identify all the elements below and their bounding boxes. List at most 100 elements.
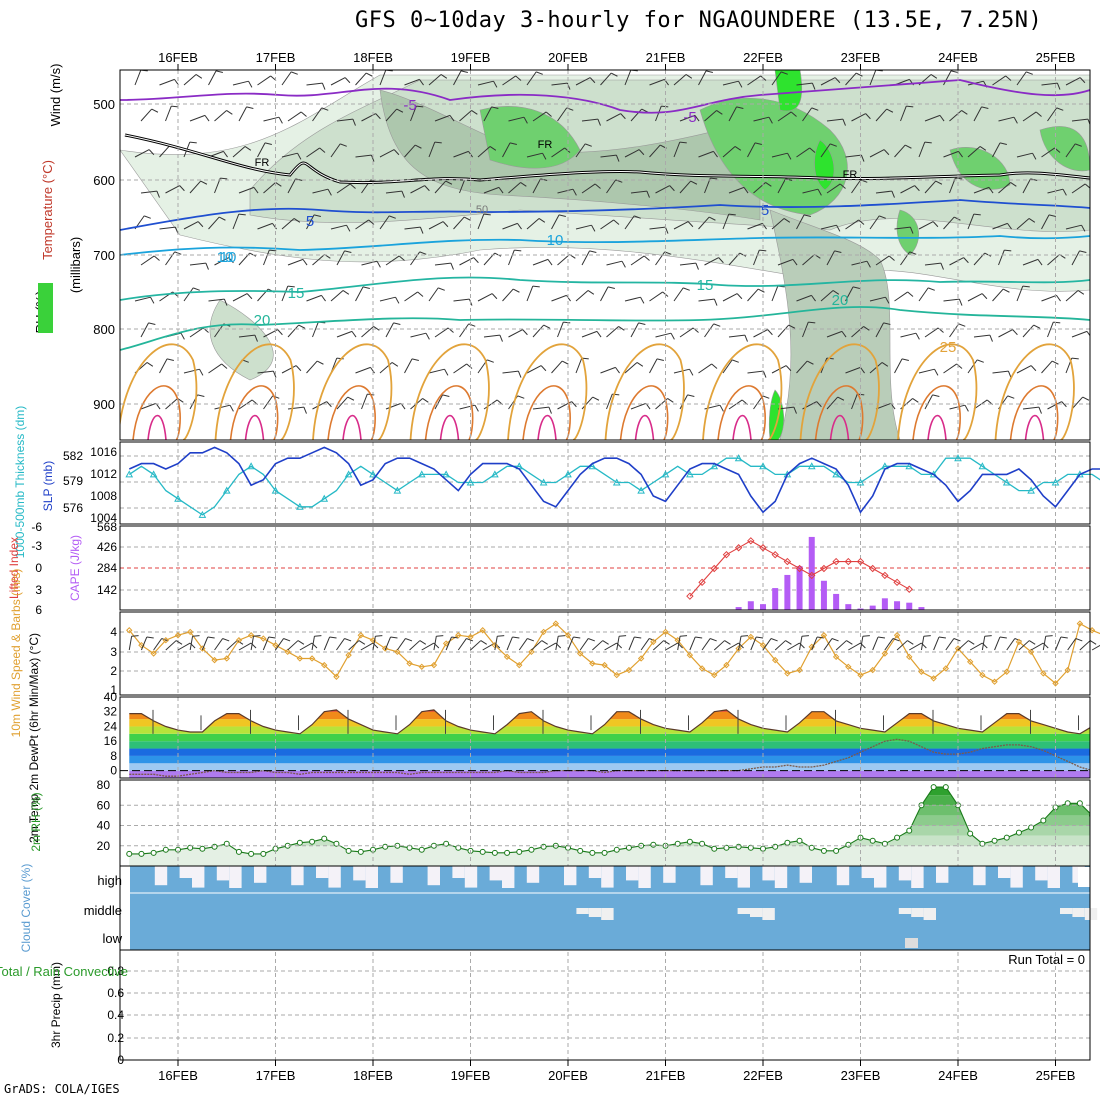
wind-barb-flag — [287, 285, 295, 288]
rh2m-panel: 80 60 40 20 — [97, 778, 1090, 866]
thickness-slp-panel: 582 579 576 1016 1012 1008 1004 — [63, 442, 1100, 525]
isotherm-35 — [537, 414, 557, 440]
cape-bar — [760, 604, 766, 610]
rh-point — [796, 837, 803, 844]
wind-barb — [1047, 321, 1054, 338]
wind-barb — [1022, 178, 1031, 194]
wind-barb — [543, 642, 557, 651]
wind-barb — [502, 370, 519, 374]
wind-barb-flag — [564, 147, 571, 153]
date-label-top: 18FEB — [353, 50, 393, 65]
wind-barb-flag — [909, 251, 917, 255]
wind-barb-flag — [1028, 218, 1036, 223]
wind-barb-flag — [375, 113, 381, 120]
wind-barb — [183, 221, 199, 230]
wind-barb — [796, 82, 813, 86]
wind-barb-flag — [646, 190, 650, 198]
cape-bar — [796, 566, 803, 610]
wind-barb — [747, 370, 764, 374]
wind-barb-flag — [199, 368, 204, 376]
ylabel-lifted-index: Lifted Index — [7, 537, 21, 599]
wind-barb-flag — [932, 221, 939, 228]
rh-point — [126, 850, 133, 857]
cloud-gap-high — [328, 866, 341, 888]
wind-barb — [918, 368, 935, 374]
wind-barb — [379, 149, 395, 158]
wind-barb-flag — [316, 360, 324, 365]
wind-barb — [453, 150, 469, 158]
wind-barb — [872, 636, 879, 651]
thickness-point — [637, 486, 645, 494]
wind-barb-flag — [1012, 329, 1018, 336]
date-label-bottom: 16FEB — [158, 1068, 198, 1083]
cloud-gap-high — [464, 866, 478, 888]
wind-speed-point — [625, 666, 633, 674]
wind10m-panel: 4 3 2 1 — [110, 612, 1100, 697]
chart-title: GFS 0~10day 3-hourly for NGAOUNDERE (13.… — [355, 8, 1043, 33]
wind-barb — [532, 178, 541, 194]
wind-barb — [312, 254, 325, 266]
wind-barb — [581, 396, 594, 410]
wind-barb — [777, 258, 794, 266]
wind-barb-flag — [790, 111, 797, 117]
wind-barb — [477, 80, 494, 86]
wind-barb — [753, 395, 764, 410]
wind-barb-flag — [690, 180, 698, 185]
thickness-point — [1051, 478, 1060, 486]
lifted-index-line — [689, 540, 910, 597]
wind-barb — [434, 114, 451, 122]
wind-barb — [575, 77, 591, 86]
wind-barb-flag — [826, 357, 834, 360]
wind-barb-flag — [424, 185, 430, 192]
wind-barb — [551, 82, 568, 86]
wind-barb — [238, 334, 255, 338]
wind-barb — [140, 255, 155, 266]
wind-barb-flag — [636, 362, 644, 367]
wind-barb-flag — [215, 70, 223, 73]
rh-point — [930, 784, 937, 791]
cloud-gap-mid — [762, 908, 775, 920]
wind-barb — [777, 324, 790, 338]
wind-barb — [728, 334, 745, 338]
wind-speed-point — [381, 645, 389, 652]
wind-barb — [165, 105, 172, 122]
wind-barb — [263, 182, 276, 194]
wind-barb-flag — [370, 367, 375, 374]
wind-barb — [606, 179, 617, 194]
wind-barb — [1016, 152, 1033, 158]
wind-barb-flag — [981, 106, 989, 109]
wind-speed-point — [1015, 638, 1023, 646]
cloud-gap-high — [1035, 866, 1048, 881]
isotherm-25 — [120, 343, 198, 440]
wind-barb — [238, 642, 252, 651]
wind-barb-flag — [792, 259, 798, 266]
wind-speed-point — [345, 651, 352, 659]
wind-barb — [453, 216, 465, 230]
wind-barb — [453, 298, 470, 302]
wind-barb — [434, 180, 447, 194]
wind-speed-point — [394, 648, 401, 656]
wind-barb-flag — [1075, 143, 1082, 147]
wind-barb-flag — [401, 190, 405, 198]
wind-barb — [477, 146, 491, 158]
wind-barb — [896, 640, 908, 651]
thickness-point — [344, 470, 353, 478]
wind-barb-flag — [846, 640, 853, 645]
wind-barb-flag — [1035, 111, 1042, 117]
wind-speed-point — [540, 628, 547, 636]
wind-barb-flag — [885, 296, 890, 304]
wind-speed-point — [1064, 666, 1071, 674]
wind-barb-flag — [460, 70, 468, 73]
wind-barb-flag — [150, 296, 155, 304]
wind-barb — [134, 149, 150, 158]
wind-barb — [957, 640, 969, 651]
wind-barb — [287, 178, 296, 194]
panel-frames — [119, 64, 1091, 1066]
wind-barb — [459, 323, 470, 338]
wind-barb-flag — [834, 77, 841, 84]
wind-barb — [604, 642, 617, 651]
wind-barb-flag — [395, 296, 400, 304]
wind-barb — [973, 106, 982, 122]
wind-barb — [477, 213, 485, 230]
